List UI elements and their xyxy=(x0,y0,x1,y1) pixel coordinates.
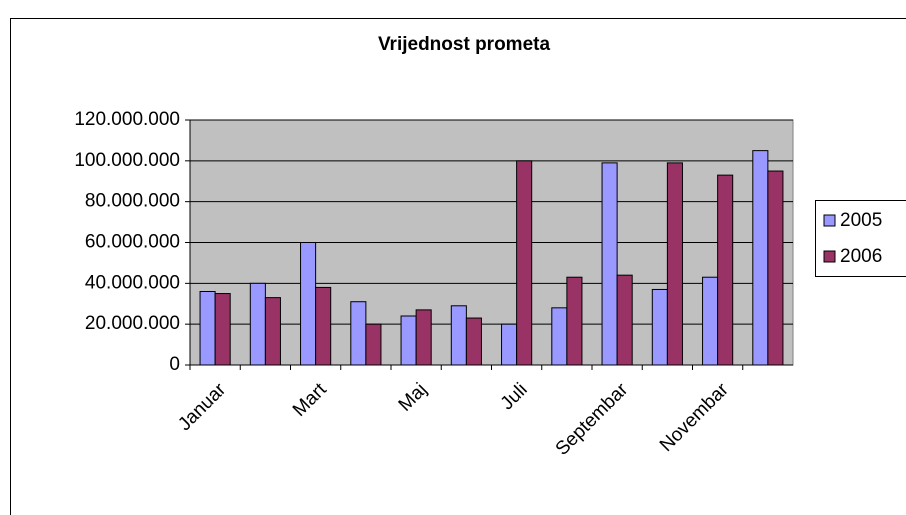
bar xyxy=(601,162,618,366)
bar xyxy=(264,297,281,366)
y-tick-label: 120.000.000 xyxy=(74,109,180,130)
legend-swatch xyxy=(823,214,836,227)
y-tick-label: 20.000.000 xyxy=(85,313,180,334)
y-tick-label: 60.000.000 xyxy=(85,232,180,253)
y-tick-label: 80.000.000 xyxy=(85,191,180,212)
bar xyxy=(300,242,317,366)
legend-swatch xyxy=(823,250,836,263)
bar xyxy=(465,317,482,366)
bar xyxy=(702,276,719,366)
y-tick-label: 0 xyxy=(169,354,180,375)
legend-box xyxy=(815,200,906,277)
bar xyxy=(501,323,518,366)
bar xyxy=(767,170,784,366)
bar xyxy=(752,150,769,366)
bar xyxy=(214,293,231,366)
bar xyxy=(566,276,583,366)
bar xyxy=(516,160,533,366)
bar xyxy=(717,174,734,366)
bar xyxy=(249,282,266,366)
chart-title: Vrijednost prometa xyxy=(378,34,551,55)
bar xyxy=(651,288,668,366)
bar xyxy=(365,323,382,366)
y-tick-label: 40.000.000 xyxy=(85,272,180,293)
legend-label: 2006 xyxy=(840,246,882,267)
bar xyxy=(350,301,367,366)
bar xyxy=(666,162,683,366)
bar xyxy=(315,286,332,366)
bar xyxy=(450,305,467,366)
bar xyxy=(551,307,568,366)
bar xyxy=(199,291,216,366)
y-tick-label: 100.000.000 xyxy=(74,150,180,171)
bar xyxy=(400,315,417,366)
legend-label: 2005 xyxy=(840,210,882,231)
bar xyxy=(616,274,633,366)
bar xyxy=(415,309,432,366)
